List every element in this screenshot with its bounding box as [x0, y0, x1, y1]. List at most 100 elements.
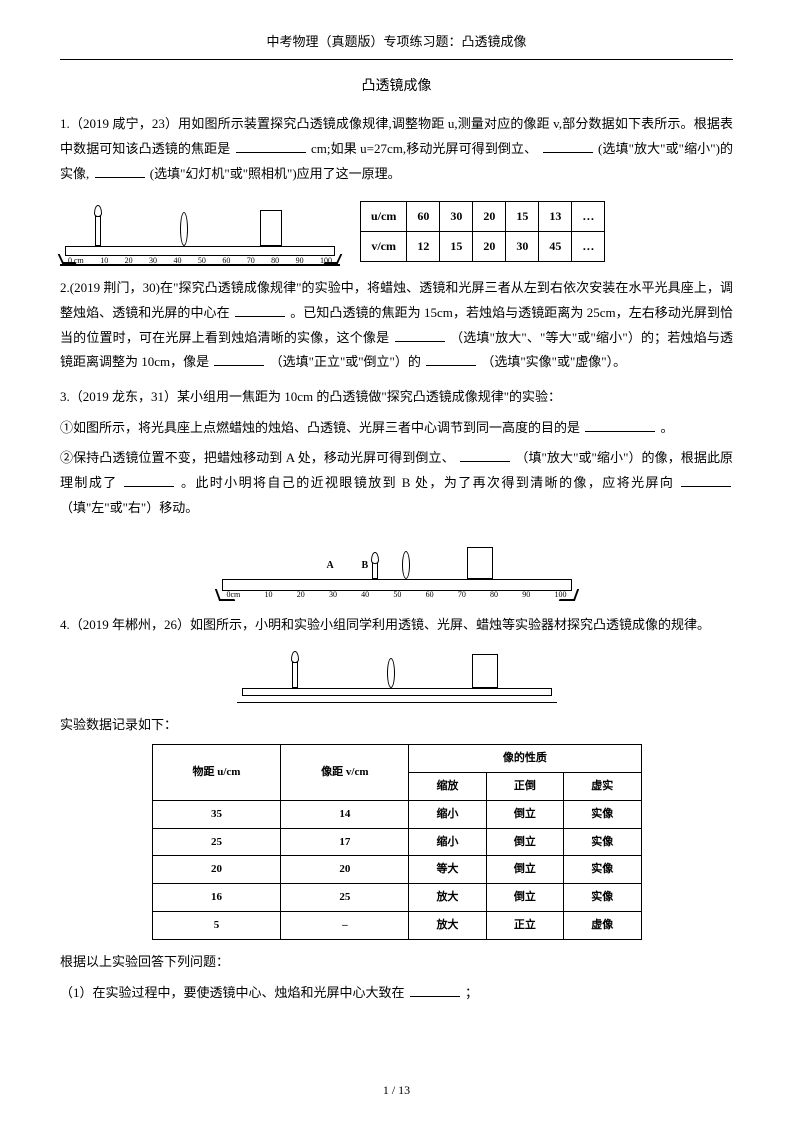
blank — [214, 353, 264, 366]
optical-bench-diagram-2: A B 0cm 10 20 30 40 50 60 70 80 90 100 — [217, 531, 577, 601]
q4-caption: 实验数据记录如下： — [60, 713, 733, 738]
cell: 像的性质 — [409, 744, 641, 772]
question-2: 2.(2019 荆门，30)在"探究凸透镜成像规律"的实验中，将蜡烛、透镜和光屏… — [60, 276, 733, 375]
tick: 60 — [426, 587, 434, 602]
cell: 12 — [407, 231, 440, 261]
cell: 13 — [539, 202, 572, 232]
cell: v/cm — [361, 231, 407, 261]
q4-after: 根据以上实验回答下列问题： — [60, 950, 733, 975]
tick: 70 — [458, 587, 466, 602]
cell: 16 — [152, 884, 281, 912]
tick: 70 — [247, 253, 255, 268]
q1-figure-row: 0 cm 10 20 30 40 50 60 70 80 90 100 u/cm… — [60, 196, 733, 266]
cell: 缩放 — [409, 772, 486, 800]
cell: 实像 — [564, 856, 641, 884]
tick: 0cm — [227, 587, 241, 602]
page-title: 凸透镜成像 — [60, 74, 733, 101]
cell: … — [572, 202, 605, 232]
cell: 放大 — [409, 884, 486, 912]
table-row: 35 14 缩小 倒立 实像 — [152, 800, 641, 828]
optical-bench-diagram: 0 cm 10 20 30 40 50 60 70 80 90 100 — [60, 196, 340, 266]
table-row: 16 25 放大 倒立 实像 — [152, 884, 641, 912]
blank — [410, 984, 460, 997]
blank — [236, 140, 306, 153]
cell: 缩小 — [409, 828, 486, 856]
tick: 90 — [522, 587, 530, 602]
tick: 10 — [265, 587, 273, 602]
tick: 0 cm — [68, 253, 84, 268]
cell: 20 — [152, 856, 281, 884]
cell: 缩小 — [409, 800, 486, 828]
cell: 30 — [440, 202, 473, 232]
optical-bench-diagram-3 — [237, 643, 557, 703]
tick: 60 — [222, 253, 230, 268]
label-b: B — [362, 556, 369, 575]
cell: 14 — [281, 800, 409, 828]
tick: 10 — [100, 253, 108, 268]
q2-text-e: （选填"实像"或"虚像"）。 — [481, 354, 626, 369]
question-1: 1.（2019 咸宁，23）用如图所示装置探究凸透镜成像规律,调整物距 u,测量… — [60, 112, 733, 186]
cell: 60 — [407, 202, 440, 232]
tick: 100 — [554, 587, 566, 602]
cell: 20 — [473, 202, 506, 232]
cell: 15 — [506, 202, 539, 232]
q4-sub1-text: （1）在实验过程中，要使透镜中心、烛焰和光屏中心大致在 — [60, 985, 405, 1000]
cell: 25 — [152, 828, 281, 856]
blank — [460, 449, 510, 462]
table-row: 5 – 放大 正立 虚像 — [152, 912, 641, 940]
cell: 实像 — [564, 800, 641, 828]
tick: 20 — [125, 253, 133, 268]
cell: 15 — [440, 231, 473, 261]
cell: 放大 — [409, 912, 486, 940]
cell: 物距 u/cm — [152, 744, 281, 800]
page-footer: 1 / 13 — [0, 1079, 793, 1102]
cell: 倒立 — [486, 828, 563, 856]
blank — [235, 304, 285, 317]
q1-text-b: cm;如果 u=27cm,移动光屏可得到倒立、 — [311, 141, 537, 156]
q3-p2c: 。此时小明将自己的近视眼镜放到 B 处，为了再次得到清晰的像，应将光屏向 — [181, 475, 674, 490]
tick: 30 — [329, 587, 337, 602]
q3-p2a: ②保持凸透镜位置不变，把蜡烛移动到 A 处，移动光屏可得到倒立、 — [60, 450, 455, 465]
cell: 实像 — [564, 828, 641, 856]
tick: 20 — [297, 587, 305, 602]
cell: 虚实 — [564, 772, 641, 800]
blank — [543, 140, 593, 153]
table-row: 25 17 缩小 倒立 实像 — [152, 828, 641, 856]
cell: 45 — [539, 231, 572, 261]
cell: 5 — [152, 912, 281, 940]
cell: – — [281, 912, 409, 940]
cell: 实像 — [564, 884, 641, 912]
question-4: 4.（2019 年郴州，26）如图所示，小明和实验小组同学利用透镜、光屏、蜡烛等… — [60, 613, 733, 638]
tick: 80 — [490, 587, 498, 602]
q1-text-d: (选填"幻灯机"或"照相机")应用了这一原理。 — [150, 166, 401, 181]
blank — [395, 329, 445, 342]
q4-data-table: 物距 u/cm 像距 v/cm 像的性质 缩放 正倒 虚实 35 14 缩小 倒… — [152, 744, 642, 940]
q1-data-table: u/cm 60 30 20 15 13 … v/cm 12 15 20 30 4… — [360, 201, 605, 262]
table-row: 20 20 等大 倒立 实像 — [152, 856, 641, 884]
tick: 80 — [271, 253, 279, 268]
tick: 50 — [198, 253, 206, 268]
q4-sub1: （1）在实验过程中，要使透镜中心、烛焰和光屏中心大致在 ； — [60, 981, 733, 1006]
tick: 40 — [361, 587, 369, 602]
cell: 正倒 — [486, 772, 563, 800]
cell: … — [572, 231, 605, 261]
q3-p1-end: 。 — [661, 420, 674, 435]
cell: 等大 — [409, 856, 486, 884]
cell: 20 — [281, 856, 409, 884]
blank — [426, 353, 476, 366]
cell: 正立 — [486, 912, 563, 940]
cell: 倒立 — [486, 800, 563, 828]
q4-prefix: 4.（2019 年郴州，26）如图所示，小明和实验小组同学利用透镜、光屏、蜡烛等… — [60, 617, 710, 632]
cell: 30 — [506, 231, 539, 261]
blank — [681, 474, 731, 487]
cell: u/cm — [361, 202, 407, 232]
q3-p2d: （填"左"或"右"）移动。 — [60, 500, 198, 515]
q4-sub1-end: ； — [465, 985, 478, 1000]
cell: 虚像 — [564, 912, 641, 940]
blank — [585, 419, 655, 432]
tick: 50 — [393, 587, 401, 602]
tick: 90 — [296, 253, 304, 268]
blank — [124, 474, 174, 487]
tick: 30 — [149, 253, 157, 268]
tick: 100 — [320, 253, 332, 268]
